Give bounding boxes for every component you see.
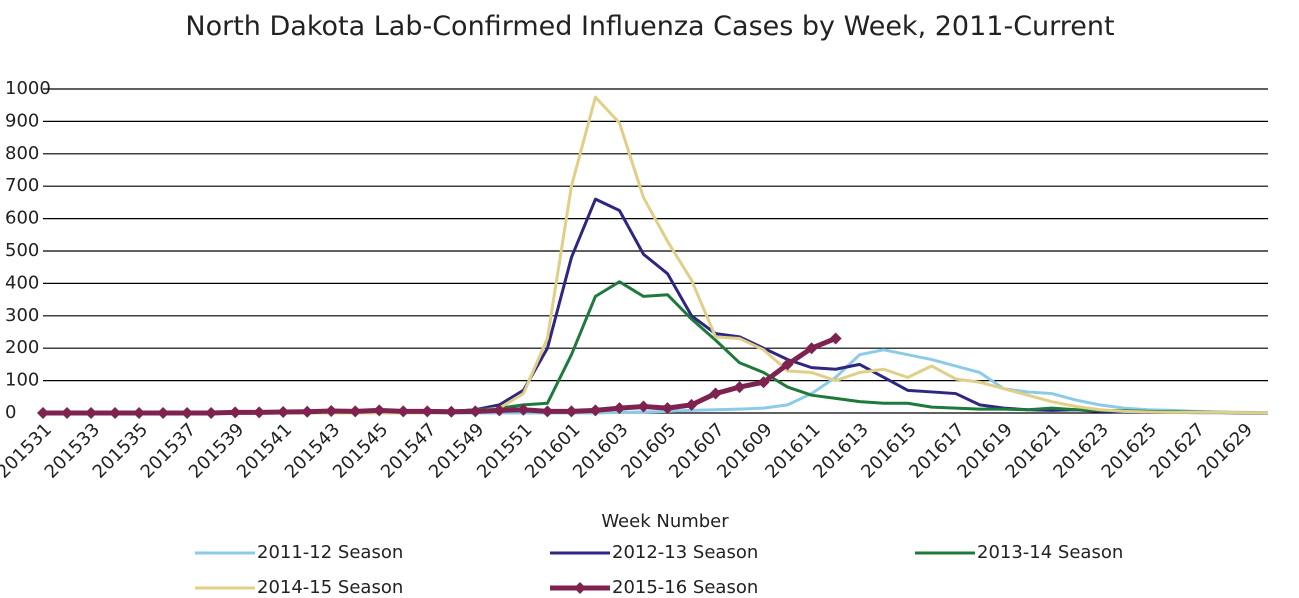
data-point	[61, 407, 74, 419]
series-line	[43, 348, 1269, 415]
series-line	[43, 336, 837, 416]
data-point	[181, 407, 194, 419]
legend-label: 2011-12 Season	[257, 542, 403, 563]
data-point	[541, 405, 554, 418]
data-point	[253, 406, 266, 419]
y-tick-label: 0	[5, 402, 16, 423]
data-point	[157, 407, 170, 419]
data-point	[637, 400, 650, 413]
data-point	[109, 407, 122, 419]
data-point	[205, 407, 218, 419]
data-point	[421, 405, 434, 418]
legend-label: 2015-16 Season	[612, 577, 758, 598]
data-point	[229, 406, 242, 419]
data-point	[733, 381, 746, 394]
data-point	[757, 376, 770, 389]
data-point	[445, 405, 458, 418]
y-tick-label: 600	[5, 208, 39, 229]
data-point	[373, 404, 386, 417]
data-point	[493, 404, 506, 417]
data-point	[805, 342, 818, 355]
data-point	[829, 332, 842, 345]
data-point	[85, 407, 98, 419]
data-point	[517, 403, 530, 416]
legend-marker	[574, 582, 586, 594]
y-tick-label: 800	[5, 143, 39, 164]
data-point	[613, 402, 626, 415]
data-point	[685, 398, 698, 411]
y-tick-label: 200	[5, 337, 39, 358]
data-point	[301, 405, 314, 418]
series-line	[43, 280, 1268, 415]
x-axis-title: Week Number	[601, 511, 729, 532]
legend-label: 2014-15 Season	[257, 577, 403, 598]
data-point	[709, 387, 722, 400]
data-point	[277, 406, 290, 419]
data-point	[589, 404, 602, 417]
y-tick-label: 300	[5, 305, 39, 326]
data-point	[37, 407, 49, 419]
data-point	[397, 405, 410, 418]
y-tick-label: 400	[5, 272, 39, 293]
series-line	[43, 95, 1268, 415]
y-tick-label: 900	[5, 110, 39, 131]
data-point	[469, 405, 482, 418]
data-point	[325, 405, 338, 418]
data-point	[565, 405, 578, 418]
chart-title: North Dakota Lab-Confirmed Influenza Cas…	[185, 11, 1115, 42]
y-tick-label: 1000	[5, 78, 51, 99]
data-point	[661, 402, 674, 415]
legend-label: 2013-14 Season	[977, 542, 1123, 563]
y-tick-label: 500	[5, 240, 39, 261]
data-point	[133, 407, 146, 419]
legend-label: 2012-13 Season	[612, 542, 758, 563]
y-tick-label: 700	[5, 175, 39, 196]
y-tick-label: 100	[5, 370, 39, 391]
data-point	[781, 358, 794, 371]
data-point	[349, 405, 362, 418]
